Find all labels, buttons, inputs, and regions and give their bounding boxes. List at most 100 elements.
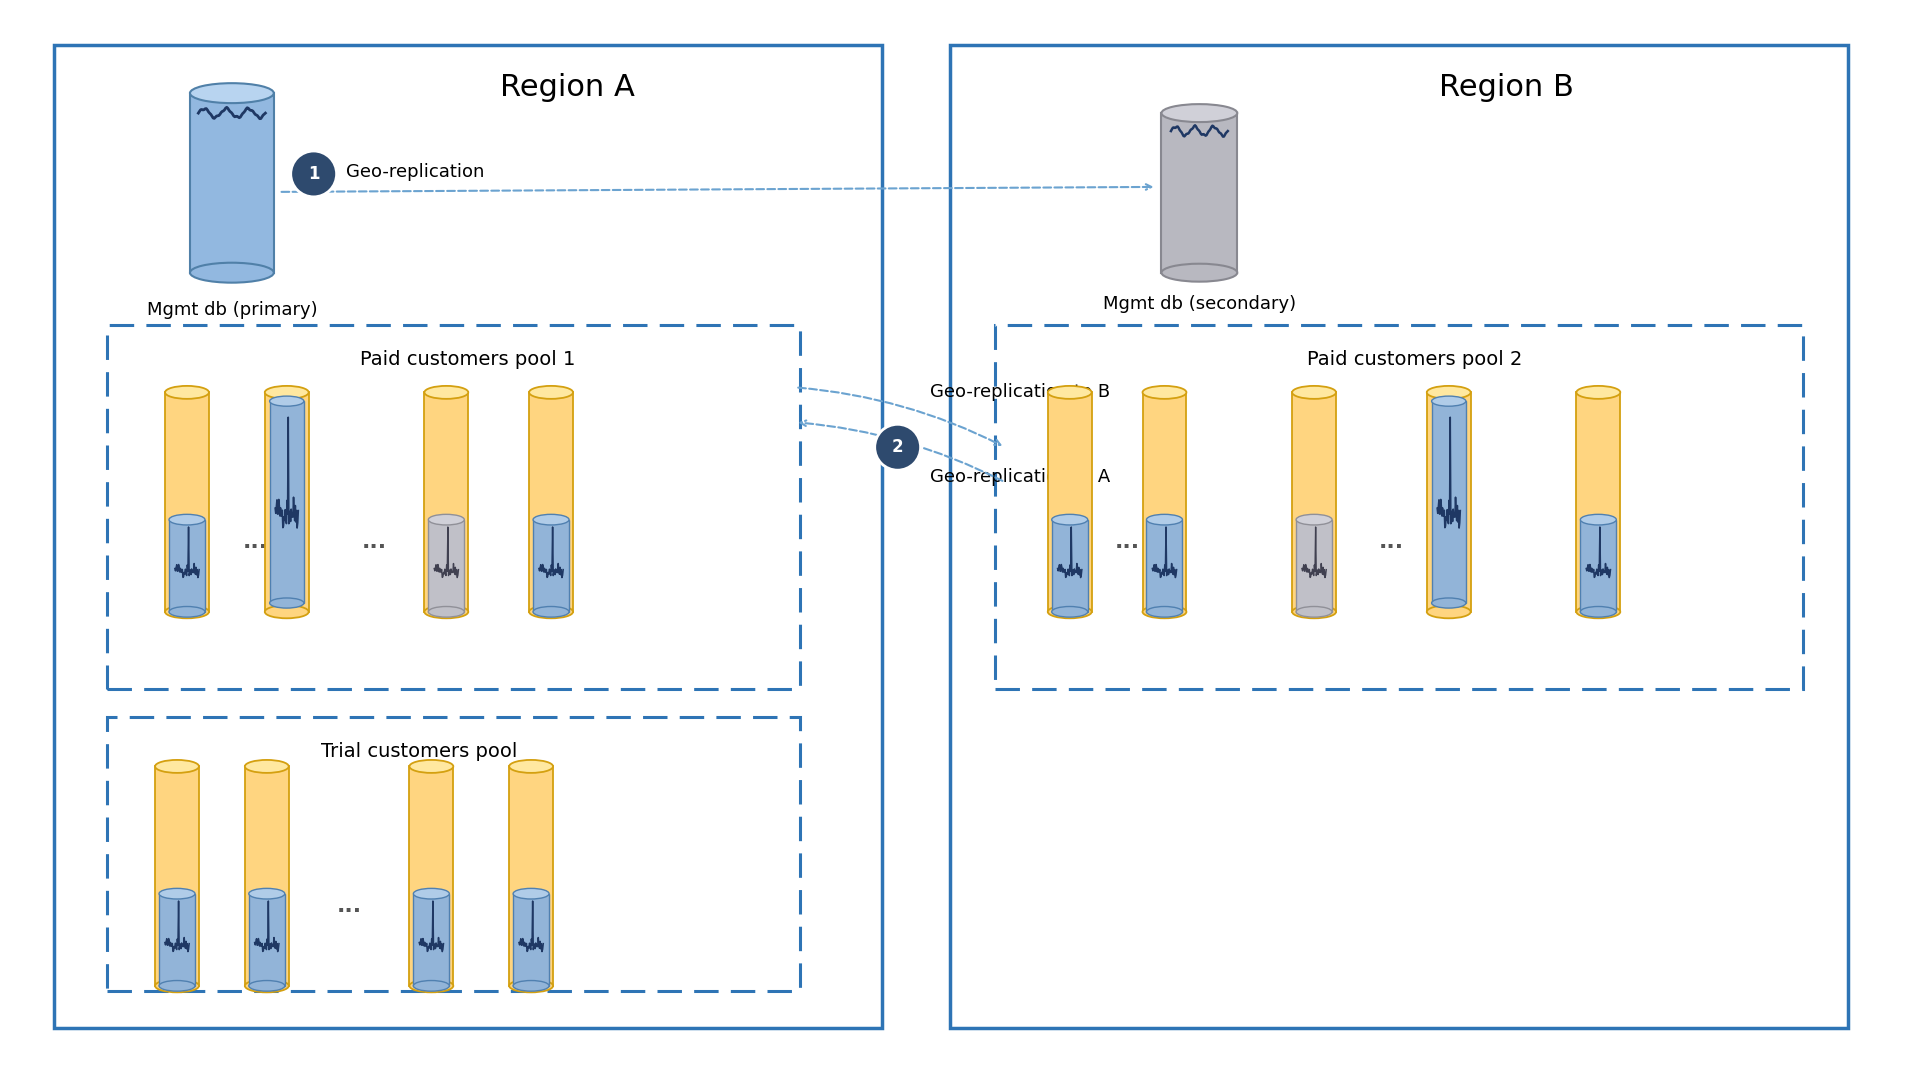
Polygon shape — [532, 519, 568, 612]
Ellipse shape — [410, 760, 454, 773]
Polygon shape — [1579, 519, 1615, 612]
Polygon shape — [1432, 401, 1464, 603]
Polygon shape — [155, 767, 199, 985]
Text: Mgmt db (secondary): Mgmt db (secondary) — [1102, 295, 1296, 312]
Ellipse shape — [189, 263, 274, 282]
Polygon shape — [429, 519, 463, 612]
Ellipse shape — [1296, 606, 1332, 617]
Polygon shape — [425, 392, 469, 612]
Ellipse shape — [425, 386, 469, 398]
Ellipse shape — [1292, 386, 1336, 398]
Ellipse shape — [189, 83, 274, 103]
Polygon shape — [1146, 519, 1181, 612]
Text: ...: ... — [243, 532, 268, 553]
Bar — [949, 45, 1847, 1027]
Ellipse shape — [410, 979, 454, 992]
Text: 2: 2 — [892, 438, 903, 457]
Ellipse shape — [528, 386, 572, 398]
Ellipse shape — [1575, 386, 1619, 398]
Polygon shape — [1051, 519, 1087, 612]
Ellipse shape — [513, 980, 549, 991]
Ellipse shape — [1143, 605, 1187, 618]
Polygon shape — [270, 401, 304, 603]
Ellipse shape — [168, 606, 205, 617]
Text: Trial customers pool: Trial customers pool — [322, 742, 517, 761]
Circle shape — [875, 424, 921, 471]
Ellipse shape — [165, 605, 209, 618]
Text: Paid customers pool 1: Paid customers pool 1 — [360, 350, 574, 369]
Ellipse shape — [1162, 104, 1236, 122]
Ellipse shape — [249, 889, 285, 899]
Bar — [107, 716, 800, 991]
Ellipse shape — [1047, 605, 1091, 618]
Ellipse shape — [1051, 606, 1087, 617]
Polygon shape — [245, 767, 289, 985]
Polygon shape — [1575, 392, 1619, 612]
Ellipse shape — [155, 979, 199, 992]
Ellipse shape — [165, 386, 209, 398]
Text: Geo-replication to A: Geo-replication to A — [928, 468, 1110, 486]
Polygon shape — [189, 93, 274, 272]
Polygon shape — [1162, 113, 1236, 272]
Bar — [54, 45, 882, 1027]
Polygon shape — [513, 894, 549, 985]
Ellipse shape — [159, 980, 195, 991]
Text: Geo-replication: Geo-replication — [345, 163, 484, 181]
Polygon shape — [1296, 519, 1332, 612]
Polygon shape — [165, 392, 209, 612]
Ellipse shape — [1051, 515, 1087, 524]
Text: ...: ... — [1114, 532, 1139, 553]
Polygon shape — [1143, 392, 1187, 612]
Ellipse shape — [1292, 605, 1336, 618]
Text: Geo-replication to B: Geo-replication to B — [928, 383, 1108, 402]
Ellipse shape — [264, 386, 308, 398]
Polygon shape — [528, 392, 572, 612]
Polygon shape — [1047, 392, 1091, 612]
Polygon shape — [413, 894, 450, 985]
Text: ...: ... — [362, 532, 387, 553]
Polygon shape — [168, 519, 205, 612]
Ellipse shape — [1296, 515, 1332, 524]
Bar — [107, 324, 800, 688]
Ellipse shape — [532, 606, 568, 617]
Text: Region A: Region A — [500, 72, 635, 101]
Ellipse shape — [1575, 605, 1619, 618]
Polygon shape — [410, 767, 454, 985]
Ellipse shape — [413, 980, 450, 991]
Ellipse shape — [168, 515, 205, 524]
Ellipse shape — [1426, 386, 1470, 398]
Ellipse shape — [155, 760, 199, 773]
Polygon shape — [509, 767, 553, 985]
Ellipse shape — [413, 889, 450, 899]
Ellipse shape — [1579, 515, 1615, 524]
Polygon shape — [1292, 392, 1336, 612]
Ellipse shape — [429, 606, 463, 617]
Text: 1: 1 — [308, 165, 320, 183]
Ellipse shape — [270, 598, 304, 609]
Ellipse shape — [1146, 606, 1181, 617]
Text: Paid customers pool 2: Paid customers pool 2 — [1307, 350, 1522, 369]
Ellipse shape — [1146, 515, 1181, 524]
Ellipse shape — [1047, 386, 1091, 398]
Ellipse shape — [1143, 386, 1187, 398]
Circle shape — [291, 151, 337, 197]
Bar — [995, 324, 1801, 688]
Text: Mgmt db (primary): Mgmt db (primary) — [147, 300, 318, 319]
Ellipse shape — [264, 605, 308, 618]
Ellipse shape — [159, 889, 195, 899]
Polygon shape — [159, 894, 195, 985]
Polygon shape — [1426, 392, 1470, 612]
Ellipse shape — [509, 979, 553, 992]
Ellipse shape — [1162, 264, 1236, 282]
Polygon shape — [249, 894, 285, 985]
Ellipse shape — [249, 980, 285, 991]
Ellipse shape — [270, 396, 304, 406]
Ellipse shape — [1432, 396, 1464, 406]
Ellipse shape — [1579, 606, 1615, 617]
Ellipse shape — [513, 889, 549, 899]
Ellipse shape — [528, 605, 572, 618]
Polygon shape — [264, 392, 308, 612]
Ellipse shape — [425, 605, 469, 618]
Ellipse shape — [245, 760, 289, 773]
Text: Region B: Region B — [1439, 72, 1573, 101]
